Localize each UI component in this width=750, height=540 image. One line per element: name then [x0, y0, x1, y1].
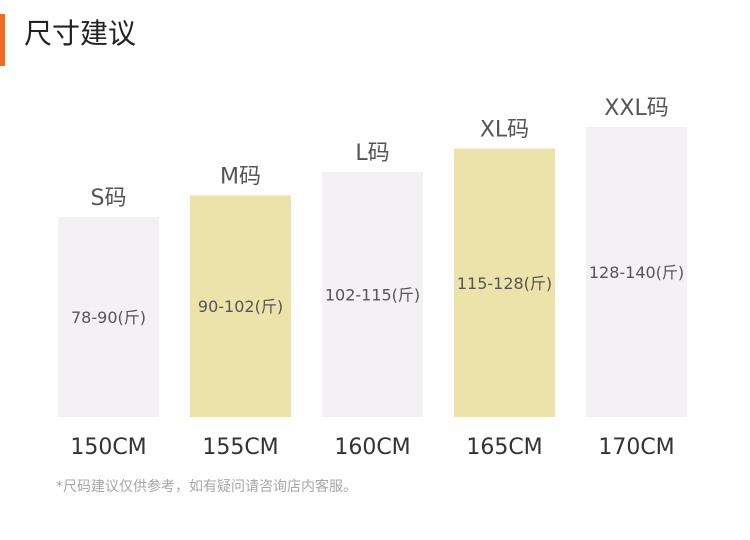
weight-range-label: 78-90(斤): [71, 308, 146, 327]
size-label: M码: [220, 164, 261, 189]
size-label: XXL码: [604, 96, 668, 121]
height-category-label: 165CM: [466, 435, 542, 460]
bar-170cm: [586, 127, 687, 417]
bar-165cm: [454, 148, 555, 417]
bar-155cm: [190, 195, 291, 417]
footnote: *尺码建议仅供参考，如有疑问请咨询店内客服。: [56, 479, 357, 495]
page-title: 尺寸建议: [24, 17, 137, 50]
weight-range-label: 128-140(斤): [589, 263, 684, 282]
size-label: XL码: [480, 118, 529, 143]
bar-150cm: [58, 217, 159, 417]
height-category-label: 150CM: [70, 435, 146, 460]
bar-160cm: [322, 172, 423, 417]
title-accent-bar: [0, 14, 5, 66]
height-category-label: 170CM: [598, 435, 674, 460]
weight-range-label: 90-102(斤): [198, 297, 283, 316]
size-label: S码: [91, 186, 127, 211]
size-label: L码: [355, 141, 389, 166]
weight-range-label: 102-115(斤): [325, 286, 420, 305]
height-category-label: 160CM: [334, 435, 410, 460]
size-chart: S码 78-90(斤) 150CM M码 90-102(斤) 155CM L码 102-115…: [58, 96, 687, 460]
height-category-label: 155CM: [202, 435, 278, 460]
weight-range-label: 115-128(斤): [457, 274, 552, 293]
